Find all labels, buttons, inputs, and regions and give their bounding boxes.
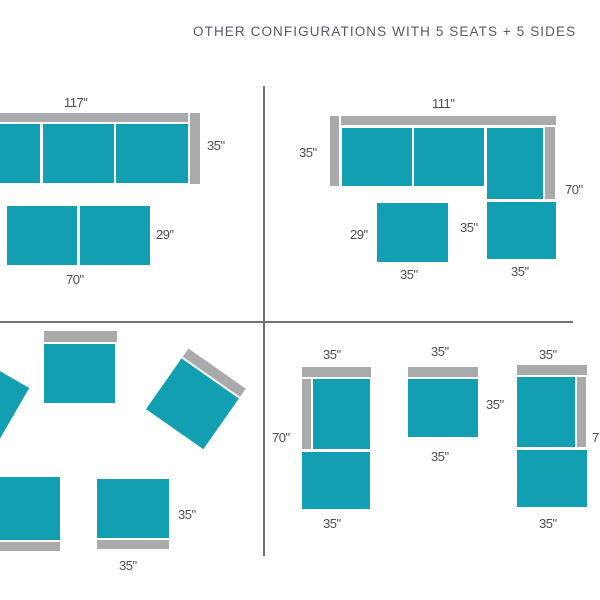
right-chaise-back-side <box>517 365 587 375</box>
sofa-back-side <box>0 113 188 122</box>
chaise-seat-depth-label: 35" <box>460 220 478 235</box>
sofa-seat <box>0 124 40 183</box>
ottoman-depth-label: 29" <box>350 227 368 242</box>
bottom-right-seat-side <box>97 540 169 549</box>
page-title: OTHER CONFIGURATIONS WITH 5 SEATS + 5 SI… <box>193 24 577 39</box>
sofa-depth-label: 35" <box>299 145 317 160</box>
loveseat-depth-label: 29" <box>156 227 174 242</box>
left-chaise-seat <box>313 379 370 449</box>
middle-seat-width-label: 35" <box>431 344 449 359</box>
right-chaise-arm-side <box>577 377 586 447</box>
chaise-length-label: 70" <box>565 182 583 197</box>
sofa-back-side <box>341 116 556 125</box>
sofa-seat <box>414 128 484 186</box>
chaise-arm-side <box>545 127 555 199</box>
middle-seat <box>408 379 478 437</box>
sofa-arm-side <box>330 116 339 186</box>
right-chaise-seat <box>517 450 587 507</box>
sofa-seat <box>43 124 114 183</box>
rotated-seat-right <box>145 348 246 450</box>
middle-seat-depth-label: 35" <box>486 397 504 412</box>
right-chaise-length-label: 7 <box>592 430 599 445</box>
rotated-seat-left <box>0 359 30 439</box>
left-chaise-length-label: 70" <box>272 430 290 445</box>
loveseat-seat <box>7 206 77 265</box>
loveseat-seat <box>80 206 150 265</box>
left-chaise-seat <box>302 452 370 509</box>
chaise-seat <box>487 128 543 199</box>
sofa-seat <box>342 128 412 186</box>
seat-width-label: 35" <box>119 558 137 573</box>
chaise-seat-width-label: 35" <box>511 264 529 279</box>
top-seat <box>44 344 115 403</box>
right-chaise-bottom-label: 35" <box>539 516 557 531</box>
chaise-seat <box>487 202 556 259</box>
sofa-width-label: 117" <box>64 95 88 110</box>
left-chaise-back-side <box>302 367 371 377</box>
middle-seat-side <box>408 367 478 377</box>
right-chaise-width-label: 35" <box>539 347 557 362</box>
sofa-seat <box>116 124 188 183</box>
sofa-depth-label: 35" <box>207 138 225 153</box>
bottom-left-seat-side <box>0 542 60 551</box>
right-chaise-seat <box>517 377 575 447</box>
left-chaise-arm-side <box>302 379 311 449</box>
sofa-width-label: 111" <box>432 96 455 111</box>
left-chaise-width-label: 35" <box>323 347 341 362</box>
sofa-arm-side <box>190 113 200 184</box>
bottom-left-seat <box>0 477 60 540</box>
seat-depth-label: 35" <box>178 507 196 522</box>
top-seat-side <box>44 331 117 342</box>
ottoman-width-label: 35" <box>400 267 418 282</box>
middle-seat-bottom-label: 35" <box>431 449 449 464</box>
left-chaise-bottom-label: 35" <box>323 516 341 531</box>
ottoman-seat <box>377 203 448 262</box>
loveseat-width-label: 70" <box>66 272 84 287</box>
horizontal-divider <box>0 321 573 323</box>
bottom-right-seat <box>97 479 169 538</box>
